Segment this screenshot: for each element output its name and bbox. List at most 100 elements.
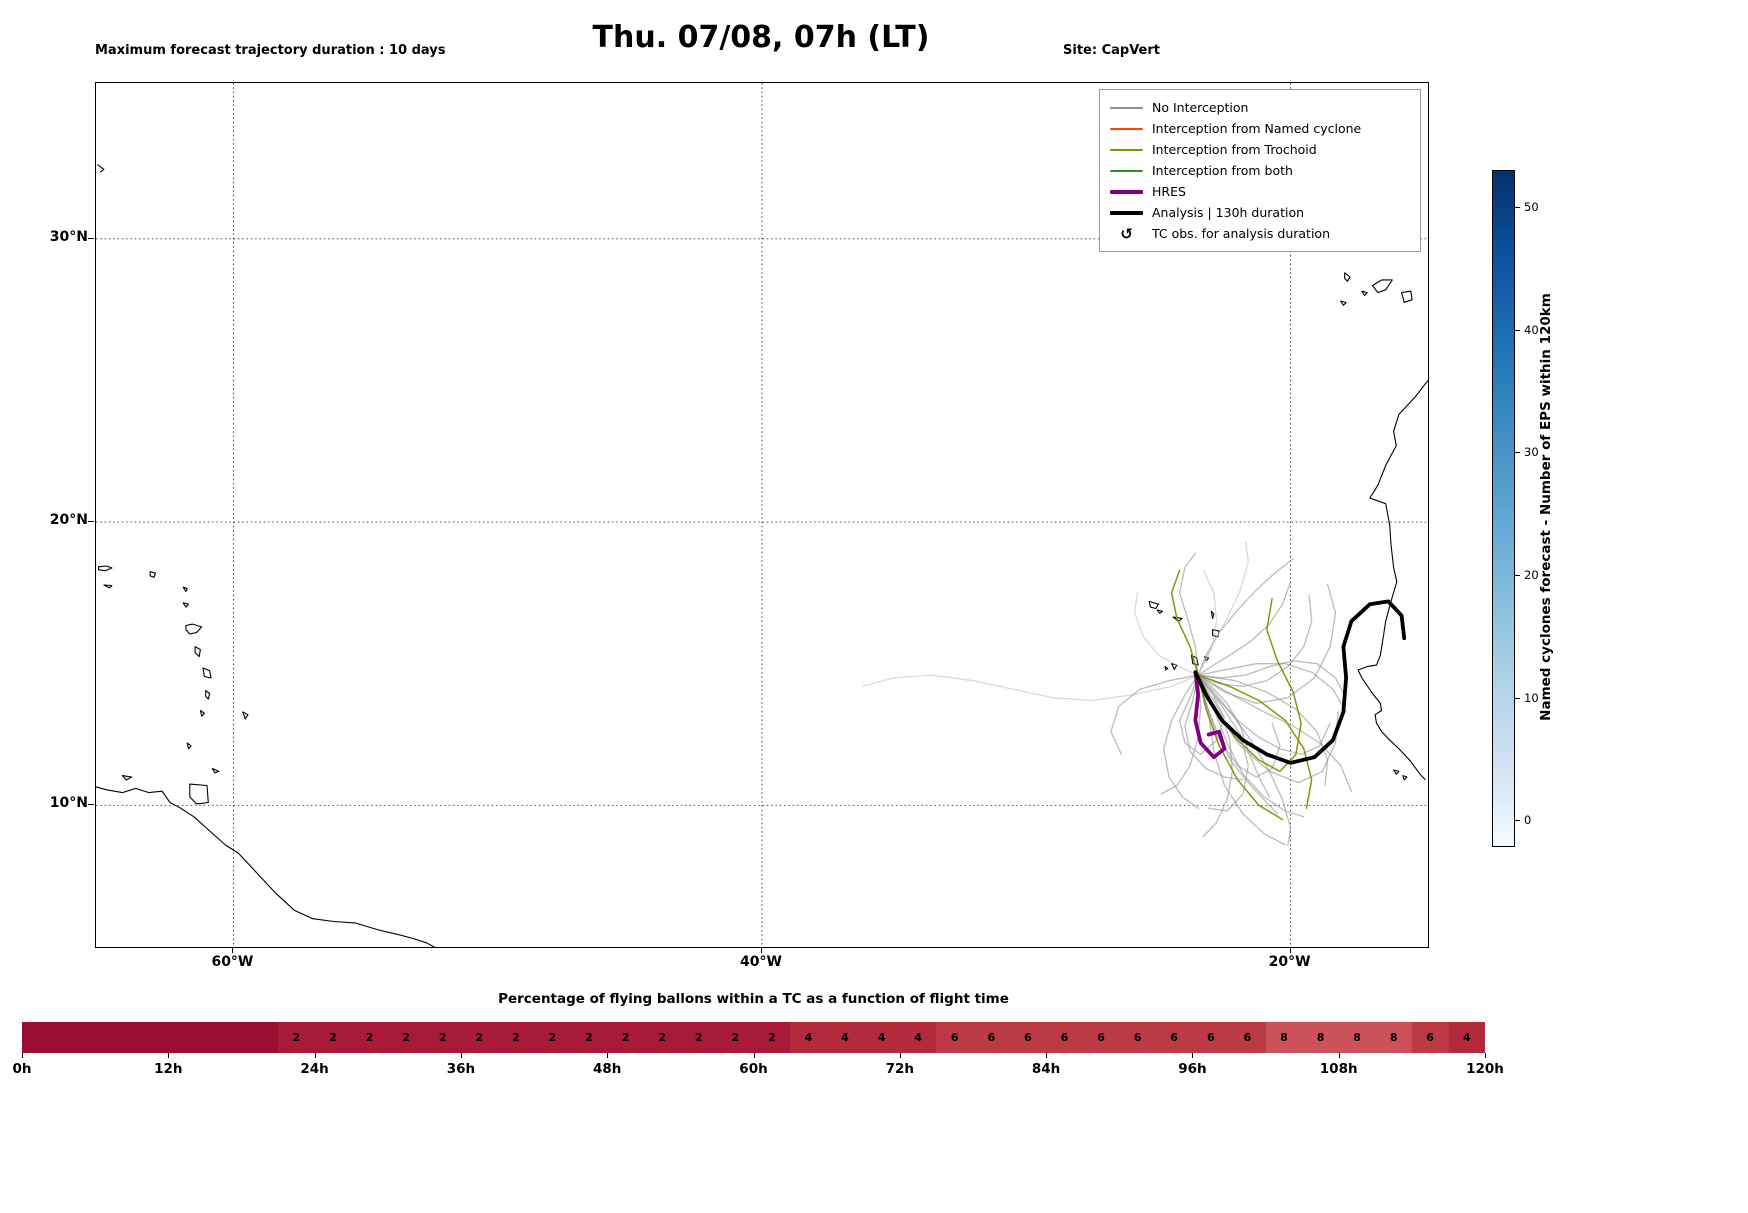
coastline (1148, 600, 1159, 610)
trajectory-eps_light (861, 674, 1199, 702)
coastline (1344, 272, 1351, 282)
legend-line-sample (1110, 148, 1143, 151)
strip-tick-mark (460, 1053, 462, 1058)
y-tick-mark (88, 521, 94, 523)
trajectory-eps_light (1197, 569, 1218, 676)
trajectory-eps (1197, 558, 1294, 676)
colorbar-tick-mark (1514, 575, 1520, 576)
coastline (182, 602, 190, 608)
coastline (1210, 610, 1215, 619)
strip-segment: 2 (497, 1022, 535, 1053)
coastline (96, 164, 105, 173)
strip-segment: 4 (863, 1022, 900, 1053)
trajectory-analysis (1193, 599, 1407, 765)
coastline (1402, 775, 1408, 781)
strip-segment (241, 1022, 279, 1053)
colorbar-tick-label: 20 (1524, 568, 1539, 582)
strip-tick-mark (168, 1053, 170, 1058)
strip-tick-mark (1338, 1053, 1340, 1058)
legend-line (1110, 127, 1143, 130)
trajectory-eps (1197, 674, 1234, 838)
trajectory-trochoid (1197, 674, 1284, 821)
colorbar (1492, 170, 1515, 847)
x-tick-mark (232, 947, 234, 953)
strip-tick-label: 60h (739, 1061, 768, 1077)
flight-strip-title: Percentage of flying ballons within a TC… (498, 991, 1009, 1007)
coastline (1361, 290, 1368, 297)
strip-segment: 2 (643, 1022, 681, 1053)
coastline (1212, 629, 1220, 638)
coastline (1164, 666, 1169, 671)
trajectory-eps (1197, 674, 1292, 846)
strip-segment: 2 (387, 1022, 425, 1053)
trajectory-eps (1163, 674, 1199, 809)
trajectory-eps_light (1197, 541, 1249, 676)
strip-tick-label: 48h (592, 1061, 622, 1077)
coastline (185, 623, 203, 635)
legend-line (1110, 189, 1143, 194)
strip-segment: 4 (899, 1022, 937, 1053)
coastline (103, 584, 113, 589)
legend-item-hres: HRES (1110, 181, 1410, 202)
strip-segment: 6 (1411, 1022, 1449, 1053)
coastline (1357, 380, 1428, 781)
trajectory-trochoid (1170, 569, 1199, 676)
colorbar-tick-mark (1514, 697, 1520, 699)
x-tick-label: 20°W (1268, 954, 1311, 970)
strip-segment: 6 (1046, 1022, 1083, 1053)
coastline (1371, 279, 1393, 294)
strip-tick-label: 0h (12, 1061, 32, 1077)
colorbar-tick-mark (1514, 329, 1520, 331)
legend-line-sample (1110, 106, 1143, 109)
strip-tick-label: 84h (1031, 1061, 1061, 1077)
trajectory-eps (1197, 674, 1279, 815)
coastline (182, 586, 188, 593)
legend-line-sample (1110, 127, 1143, 130)
legend-line-sample (1110, 189, 1143, 194)
strip-tick-mark (1192, 1053, 1194, 1058)
strip-tick-label: 72h (885, 1061, 914, 1077)
strip-segment: 8 (1375, 1022, 1412, 1053)
strip-tick-label: 12h (154, 1061, 183, 1077)
strip-segment (168, 1022, 205, 1053)
trajectory-eps (1160, 674, 1202, 795)
legend-item-no-interception: No Interception (1110, 97, 1410, 118)
strip-segment: 8 (1302, 1022, 1339, 1053)
strip-segment: 8 (1265, 1022, 1303, 1053)
strip-segment: 6 (936, 1022, 974, 1053)
colorbar-label: Named cyclones forecast - Number of EPS … (1538, 293, 1554, 721)
coastline (189, 783, 209, 805)
legend-line-sample (1110, 169, 1143, 172)
strip-tick-mark (22, 1053, 23, 1058)
strip-segment: 6 (1009, 1022, 1047, 1053)
strip-segment: 6 (1155, 1022, 1193, 1053)
strip-segment: 2 (534, 1022, 571, 1053)
trajectory-eps (1184, 674, 1244, 781)
trajectory-eps (1197, 674, 1281, 778)
trajectory-trochoid (1197, 674, 1313, 809)
coastline (121, 775, 133, 781)
coastline (149, 571, 157, 578)
strip-segment: 2 (716, 1022, 754, 1053)
legend-item-tc-obs: ↺ TC obs. for analysis duration (1110, 223, 1410, 244)
legend-line (1110, 169, 1143, 172)
strip-segment: 6 (1192, 1022, 1230, 1053)
coastline (199, 709, 205, 717)
trajectory-eps (1197, 674, 1329, 787)
coastline (242, 711, 249, 720)
y-tick-label: 30°N (49, 228, 88, 245)
strip-tick-mark (753, 1053, 755, 1058)
strip-segment: 2 (570, 1022, 608, 1053)
strip-segment: 4 (826, 1022, 864, 1053)
strip-segment: 2 (753, 1022, 791, 1053)
strip-segment: 4 (790, 1022, 827, 1053)
coastline (194, 646, 201, 658)
strip-segment: 2 (278, 1022, 315, 1053)
strip-segment: 2 (314, 1022, 352, 1053)
colorbar-tick-label: 10 (1524, 690, 1539, 705)
coastline (1190, 654, 1199, 666)
trajectory-eps (1197, 660, 1347, 699)
strip-tick-label: 120h (1466, 1061, 1504, 1077)
trajectory-eps (1197, 663, 1347, 713)
strip-segment: 6 (1119, 1022, 1156, 1053)
